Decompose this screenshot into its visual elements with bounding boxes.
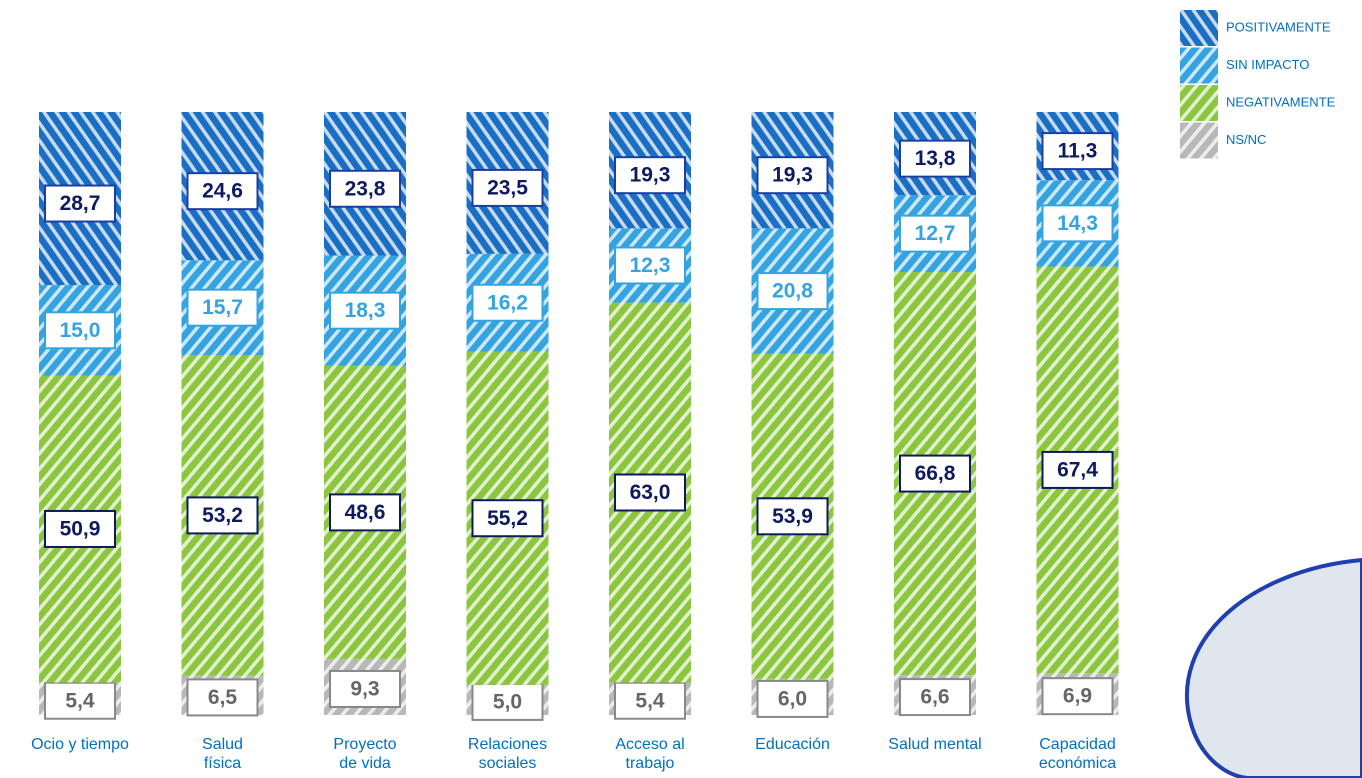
category-label: Proyecto de vida: [333, 736, 397, 772]
value-label: 9,3: [350, 678, 379, 701]
value-label-box: [614, 473, 686, 512]
value-label-box: [899, 214, 971, 253]
value-label-box: [44, 184, 116, 223]
value-label-box: [471, 499, 544, 538]
value-label: 14,3: [1057, 212, 1098, 235]
value-label-box: [44, 509, 116, 548]
value-label: 23,5: [487, 176, 528, 199]
value-label-box: [899, 139, 971, 178]
value-label: 16,2: [487, 291, 528, 314]
value-label: 15,7: [202, 296, 243, 319]
value-label-box: [899, 454, 971, 493]
value-label: 12,7: [915, 222, 956, 245]
category-label: Acceso al trabajo: [615, 736, 685, 772]
value-label-box: [44, 681, 116, 720]
value-label-box: [329, 493, 401, 532]
value-label: 13,8: [915, 147, 956, 170]
value-label-box: [614, 156, 686, 195]
value-label-box: [1041, 204, 1114, 243]
legend-swatch: [1180, 47, 1218, 84]
value-label: 5,4: [635, 689, 665, 712]
value-label: 50,9: [60, 518, 101, 541]
legend-swatch: [1180, 85, 1218, 121]
decorative-image: [1184, 557, 1362, 778]
value-label: 6,6: [920, 686, 949, 709]
value-label: 6,0: [778, 687, 807, 710]
value-label: 15,0: [60, 319, 101, 342]
value-label-box: [756, 156, 829, 195]
legend-label: SIN IMPACTO: [1226, 57, 1309, 72]
value-label-box: [614, 246, 686, 285]
category-label: Educación: [755, 736, 830, 753]
value-label-box: [329, 669, 401, 708]
value-label-box: [329, 169, 401, 208]
value-label: 19,3: [772, 164, 813, 187]
value-label: 67,4: [1057, 458, 1098, 481]
value-label-box: [1041, 450, 1114, 489]
value-label-box: [471, 168, 544, 207]
value-label: 5,0: [493, 690, 522, 713]
value-label: 6,9: [1063, 685, 1092, 708]
category-label: Salud mental: [888, 736, 982, 753]
value-label: 11,3: [1058, 140, 1098, 163]
value-label: 28,7: [60, 192, 101, 215]
value-label-box: [186, 678, 259, 717]
value-label-box: [756, 272, 829, 311]
value-label: 53,9: [772, 505, 813, 528]
value-label-box: [329, 291, 401, 330]
value-label: 19,3: [630, 164, 671, 187]
category-label: Ocio y tiempo: [31, 736, 129, 753]
value-label-box: [1041, 677, 1114, 716]
value-label: 5,4: [65, 689, 95, 712]
value-label-box: [1041, 132, 1114, 171]
value-label-box: [899, 678, 971, 717]
value-label: 6,5: [208, 686, 238, 709]
legend-label: POSITIVAMENTE: [1226, 19, 1331, 34]
category-label: Salud física: [202, 736, 243, 772]
value-label-box: [44, 311, 116, 350]
category-label: Capacidad económica: [1038, 736, 1117, 772]
value-label: 53,2: [202, 504, 243, 527]
value-label-box: [756, 679, 829, 718]
legend-label: NEGATIVAMENTE: [1226, 94, 1336, 109]
value-label-box: [756, 497, 829, 536]
category-label: Relaciones sociales: [467, 736, 548, 772]
legend-swatch: [1180, 122, 1218, 159]
value-label: 63,0: [630, 481, 671, 504]
value-label-box: [614, 681, 686, 720]
value-label: 18,3: [345, 299, 386, 322]
value-label: 66,8: [915, 462, 956, 485]
legend-label: NS/NC: [1226, 132, 1266, 147]
value-label-box: [186, 172, 259, 211]
value-label: 55,2: [487, 507, 528, 530]
value-label-box: [186, 496, 259, 535]
value-label: 20,8: [772, 280, 813, 303]
value-label-box: [471, 283, 544, 322]
value-label: 12,3: [630, 254, 671, 277]
value-label-box: [186, 288, 259, 327]
value-label: 48,6: [345, 501, 386, 524]
value-label: 24,6: [202, 180, 243, 203]
value-label: 23,8: [345, 177, 386, 200]
legend-swatch: [1180, 10, 1218, 46]
